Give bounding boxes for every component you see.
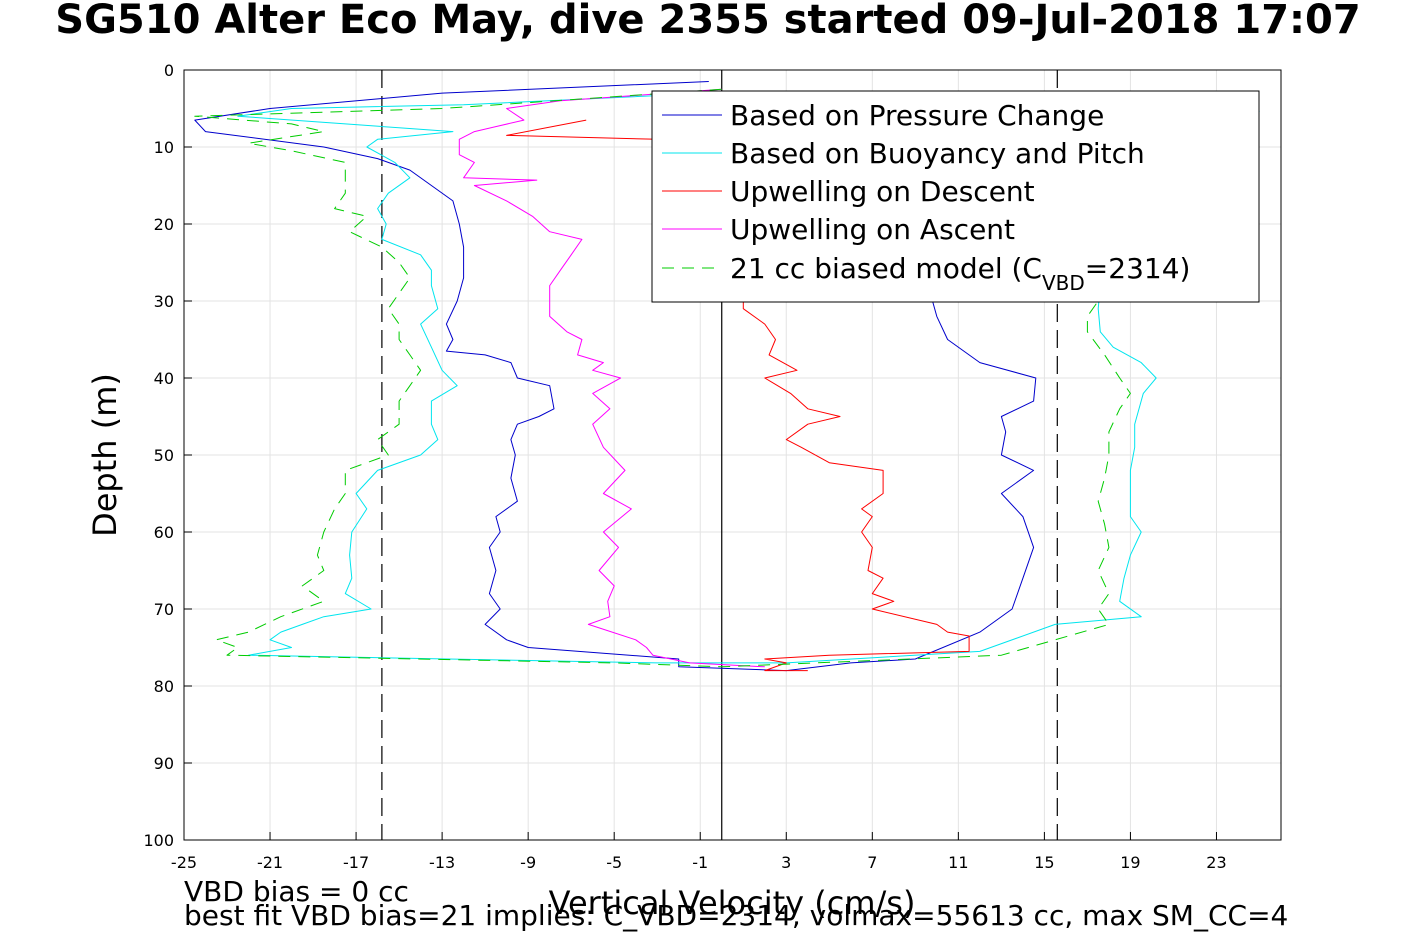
x-axis: -25 -21 -17 -13 -9 -5 -1 3 7 11 15 19 23 xyxy=(171,832,1227,872)
x-tick-label: 11 xyxy=(948,853,968,872)
y-tick-label: 60 xyxy=(154,523,174,542)
x-tick-label: -21 xyxy=(257,853,283,872)
x-tick-label: -17 xyxy=(343,853,369,872)
legend-label-2: Based on Buoyancy and Pitch xyxy=(730,137,1145,170)
x-tick-label: 7 xyxy=(867,853,877,872)
legend-label-4: Upwelling on Ascent xyxy=(730,213,1015,246)
y-tick-label: 20 xyxy=(154,215,174,234)
y-tick-label: 50 xyxy=(154,446,174,465)
y-tick-label: 0 xyxy=(164,61,174,80)
x-axis-title: Vertical Velocity (cm/s) xyxy=(549,884,916,922)
x-tick-label: 23 xyxy=(1206,853,1226,872)
y-tick-label: 40 xyxy=(154,369,174,388)
page-title: SG510 Alter Eco May, dive 2355 started 0… xyxy=(55,0,1361,43)
x-tick-label: 15 xyxy=(1034,853,1054,872)
legend-label-1: Based on Pressure Change xyxy=(730,99,1104,132)
x-tick-label: -9 xyxy=(520,853,536,872)
vbd-bias-note: VBD bias = 0 cc xyxy=(184,875,409,908)
data-series xyxy=(194,81,1260,672)
series-line-3 xyxy=(506,119,970,672)
series-line-4 xyxy=(458,88,765,668)
y-tick-label: 90 xyxy=(154,754,174,773)
x-tick-label: -13 xyxy=(429,853,455,872)
x-tick-label: -25 xyxy=(171,853,197,872)
legend-box xyxy=(651,90,1260,303)
series-line-5 xyxy=(194,88,1131,668)
y-tick-label: 80 xyxy=(154,677,174,696)
y-tick-label: 30 xyxy=(154,292,174,311)
series-line-2 xyxy=(237,92,1260,664)
best-fit-note: best fit VBD bias=21 implies: C_VBD=2314… xyxy=(184,899,1289,932)
x-tick-label: 3 xyxy=(781,853,791,872)
x-tick-label: -1 xyxy=(692,853,708,872)
legend-label-3: Upwelling on Descent xyxy=(730,175,1035,208)
y-tick-label: 100 xyxy=(143,831,174,850)
series-line-1 xyxy=(194,81,1037,672)
y-axis: 0 10 20 30 40 50 60 70 80 90 100 xyxy=(143,61,192,850)
x-tick-label: -5 xyxy=(606,853,622,872)
y-tick-label: 70 xyxy=(154,600,174,619)
x-tick-label: 19 xyxy=(1120,853,1140,872)
y-axis-title: Depth (m) xyxy=(86,373,124,537)
y-tick-label: 10 xyxy=(154,138,174,157)
legend: Based on Pressure Change Based on Buoyanc… xyxy=(651,90,1260,303)
